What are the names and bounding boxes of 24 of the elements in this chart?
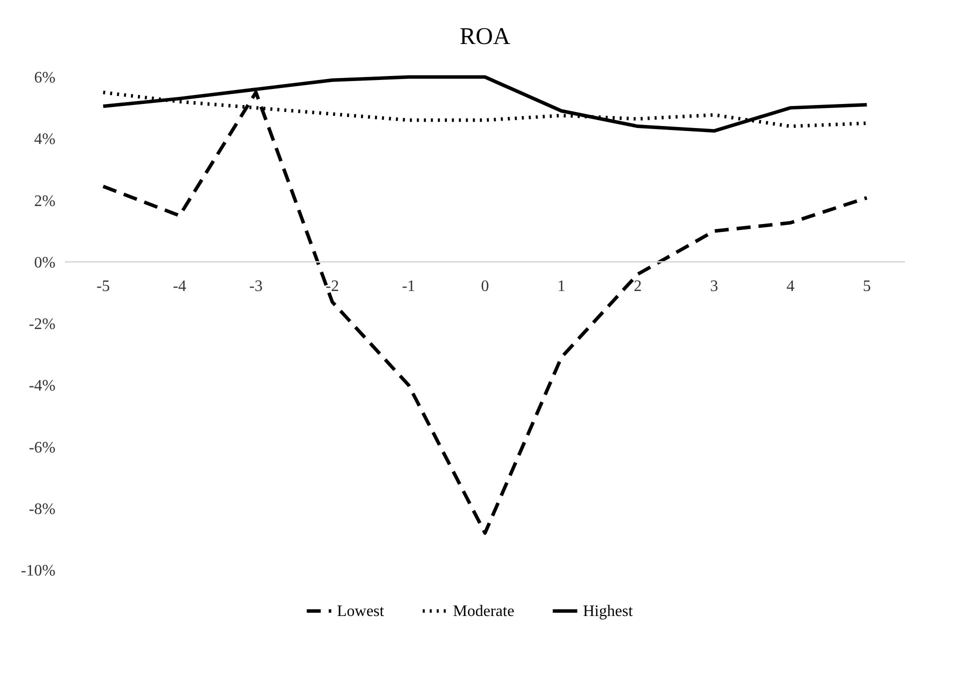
x-tick-label: 0 xyxy=(481,278,489,295)
legend-label: Moderate xyxy=(453,603,514,620)
x-tick-label: 5 xyxy=(862,278,871,295)
x-tick-label: 3 xyxy=(710,278,718,295)
x-tick-label: 1 xyxy=(557,278,566,295)
y-tick-label: 4% xyxy=(34,131,56,148)
x-tick-label: -3 xyxy=(249,278,263,295)
x-tick-label: 4 xyxy=(786,278,794,295)
legend-label: Highest xyxy=(583,603,634,620)
x-tick-label: -4 xyxy=(172,278,186,295)
y-tick-label: -2% xyxy=(28,316,56,333)
x-tick-label: -2 xyxy=(326,278,339,295)
y-tick-label: 2% xyxy=(34,192,56,210)
y-tick-label: -4% xyxy=(28,378,56,395)
x-tick-label: -1 xyxy=(402,278,416,295)
y-tick-label: -6% xyxy=(28,439,56,456)
chart-title: ROA xyxy=(460,24,512,50)
x-tick-label: -5 xyxy=(96,278,110,295)
y-tick-label: -10% xyxy=(20,562,56,580)
legend-label: Lowest xyxy=(337,603,385,620)
y-tick-label: 0% xyxy=(34,254,56,272)
y-tick-label: 6% xyxy=(34,70,56,86)
x-tick-label: 2 xyxy=(634,278,642,295)
y-tick-label: -8% xyxy=(28,500,56,518)
